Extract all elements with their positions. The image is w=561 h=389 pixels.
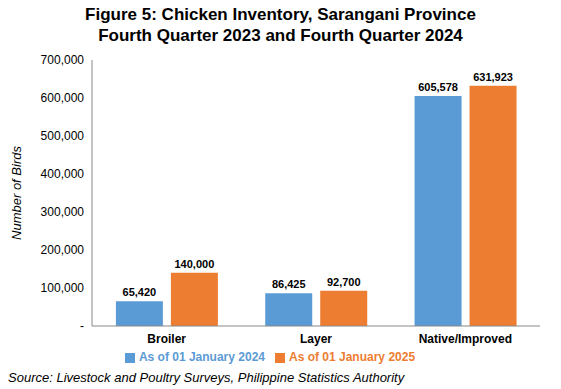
html-text:Fourth Quarter 2023 and Fourth: Fourth Quarter 2023 and Fourth Quarter 2… (98, 26, 463, 45)
html-text:Figure 5: Chicken Inventory, S: Figure 5: Chicken Inventory, Sarangani P… (85, 5, 476, 24)
svg-text:Native/Improved: Native/Improved (419, 332, 512, 346)
svg-text:200,000: 200,000 (41, 243, 85, 257)
svg-text:631,923: 631,923 (473, 71, 513, 83)
svg-text:92,700: 92,700 (327, 276, 361, 288)
svg-text:140,000: 140,000 (175, 258, 215, 270)
svg-text:Number of Birds: Number of Birds (9, 146, 24, 240)
svg-text:Broiler: Broiler (147, 332, 186, 346)
svg-text:Layer: Layer (300, 332, 332, 346)
svg-text:400,000: 400,000 (41, 167, 85, 181)
svg-text:605,578: 605,578 (418, 81, 458, 93)
svg-text:100,000: 100,000 (41, 281, 85, 295)
svg-text:700,000: 700,000 (41, 53, 85, 67)
svg-text:86,425: 86,425 (272, 278, 306, 290)
svg-text:600,000: 600,000 (41, 91, 85, 105)
html-text:As of 01 January 2025: As of 01 January 2025 (289, 350, 416, 364)
svg-text:300,000: 300,000 (41, 205, 85, 219)
html-text:As of 01 January 2024: As of 01 January 2024 (138, 350, 265, 364)
svg-text:500,000: 500,000 (41, 129, 85, 143)
svg-text:-: - (80, 319, 84, 333)
html-text:Source: Livestock and Poultry: Source: Livestock and Poultry Surveys, P… (8, 370, 405, 385)
svg-text:65,420: 65,420 (123, 286, 157, 298)
